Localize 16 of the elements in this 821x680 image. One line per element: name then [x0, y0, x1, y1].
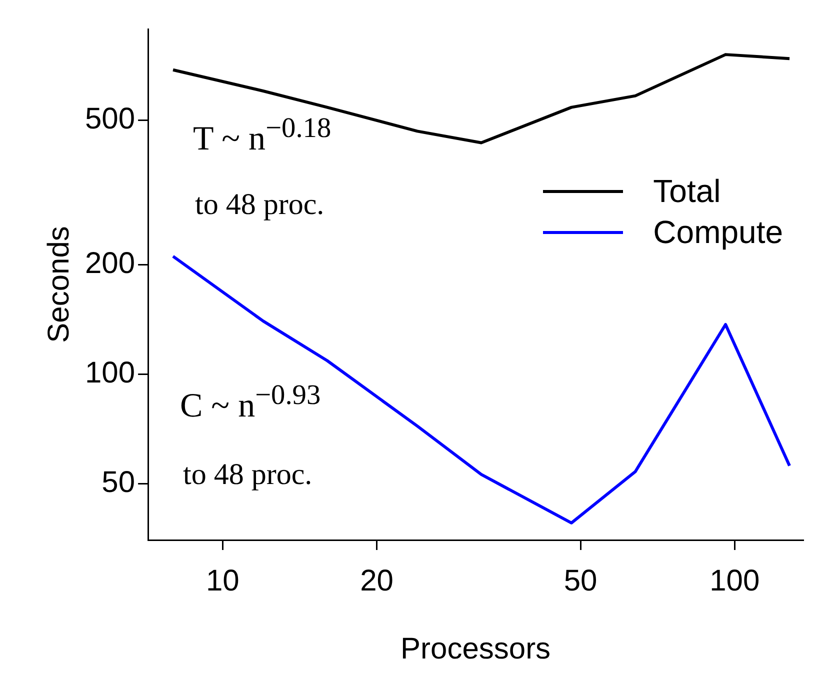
annotation: T ~ n$^{−0.18}$: [193, 113, 332, 158]
y-axis-title: Seconds: [42, 226, 76, 343]
x-tick-label: 50: [564, 564, 598, 598]
x-axis-title: Processors: [400, 632, 551, 666]
annotation: to 48 proc.: [195, 188, 324, 222]
y-tick-label: 50: [102, 466, 136, 499]
x-tick-label: 10: [206, 564, 240, 598]
legend-label: Total: [653, 173, 721, 210]
y-tick-label: 100: [84, 356, 136, 390]
annotation: C ~ n$^{−0.93}$: [180, 380, 321, 426]
x-tick-label: 100: [710, 564, 760, 598]
y-tick-label: 200: [84, 247, 136, 280]
x-tick-label: 20: [360, 564, 394, 598]
y-tick-label: 500: [84, 102, 136, 136]
legend-label: Compute: [653, 214, 783, 251]
annotation: to 48 proc.: [183, 458, 312, 492]
